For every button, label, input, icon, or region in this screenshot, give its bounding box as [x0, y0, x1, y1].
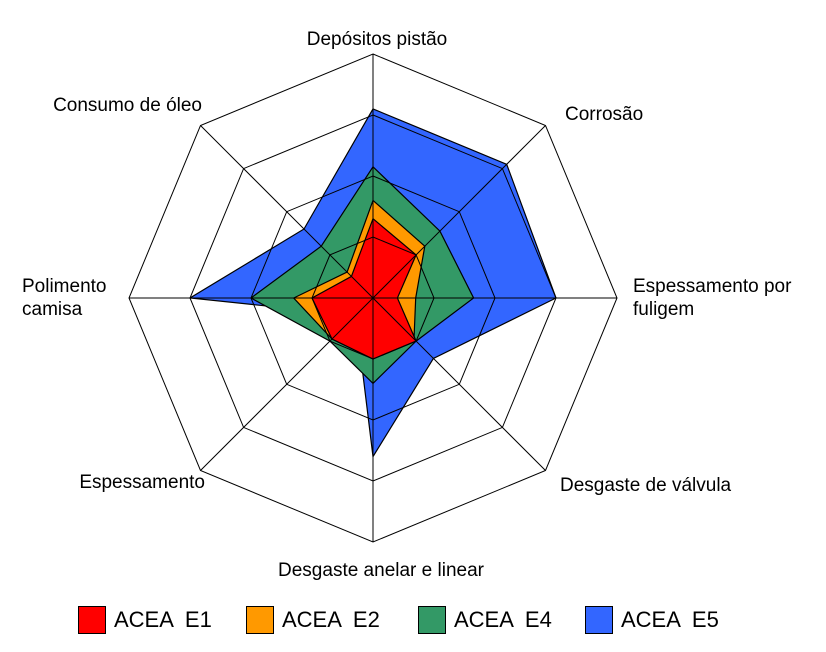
axis-label-6: Polimento camisa — [22, 276, 107, 320]
spoke-5 — [200, 297, 374, 471]
legend-swatch-e2 — [246, 606, 274, 634]
legend-label-e1: ACEA E1 — [114, 607, 212, 632]
legend-label-e4: ACEA E4 — [454, 607, 552, 632]
spoke-7 — [200, 125, 374, 299]
axis-label-3: Desgaste de válvula — [560, 475, 732, 496]
legend-swatch-e4 — [418, 606, 446, 634]
axis-label-0: Depósitos pistão — [307, 29, 447, 50]
axis-label-4: Desgaste anelar e linear — [278, 560, 485, 581]
legend-swatch-e1 — [78, 606, 106, 634]
axis-label-5: Espessamento — [79, 472, 205, 493]
axis-label-1: Corrosão — [565, 104, 643, 125]
axis-label-2: Espessamento por fuligem — [633, 276, 792, 320]
spoke-3 — [372, 297, 546, 471]
legend: ACEA E1 ACEA E2 ACEA E4 ACEA E5 — [0, 600, 826, 640]
legend-item-e5: ACEA E5 — [585, 600, 719, 640]
legend-label-e2: ACEA E2 — [282, 607, 380, 632]
legend-label-e5: ACEA E5 — [621, 607, 719, 632]
legend-item-e4: ACEA E4 — [418, 600, 552, 640]
spoke-1 — [372, 125, 546, 299]
legend-swatch-e5 — [585, 606, 613, 634]
axis-label-7: Consumo de óleo — [53, 95, 202, 116]
legend-item-e1: ACEA E1 — [78, 600, 212, 640]
legend-item-e2: ACEA E2 — [246, 600, 380, 640]
